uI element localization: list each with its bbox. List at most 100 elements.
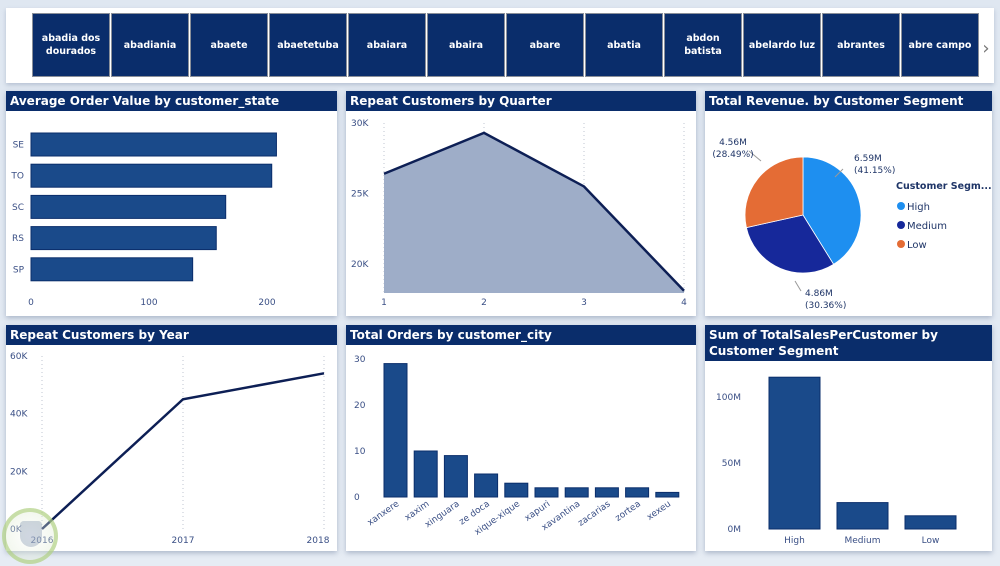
y-tick-label: 0 bbox=[354, 493, 360, 503]
slicer-tile[interactable]: abadiania bbox=[111, 13, 189, 77]
x-tick-label: Medium bbox=[845, 536, 881, 546]
slicer-tile[interactable]: abre campo bbox=[901, 13, 979, 77]
data-label-pct: (30.36%) bbox=[805, 301, 846, 311]
bar bbox=[413, 450, 438, 498]
repeat-by-year-chart: 2016201720180K20K40K60K bbox=[10, 352, 330, 546]
y-tick-label: 30 bbox=[354, 355, 366, 365]
bar bbox=[768, 376, 821, 530]
x-tick-label: 2017 bbox=[172, 536, 195, 546]
bar bbox=[474, 473, 499, 498]
bar bbox=[904, 515, 957, 530]
x-tick-label: zacarias bbox=[576, 499, 612, 529]
bar bbox=[383, 363, 408, 498]
slicer-tile[interactable]: abdon batista bbox=[664, 13, 742, 77]
card-revenue-by-segment: Total Revenue. by Customer Segment 6.59M… bbox=[705, 91, 992, 316]
y-tick-label: 25K bbox=[351, 190, 369, 200]
y-tick-label: 50M bbox=[722, 459, 741, 469]
x-tick-label: 2 bbox=[481, 298, 487, 308]
y-tick-label: 20K bbox=[10, 467, 28, 477]
bar bbox=[30, 194, 227, 219]
pie-slice bbox=[745, 214, 835, 274]
y-tick-label: SC bbox=[12, 203, 24, 213]
slicer-tile[interactable]: abelardo luz bbox=[743, 13, 821, 77]
card-sales-by-segment: Sum of TotalSalesPerCustomer by Customer… bbox=[705, 325, 992, 551]
pie-slice bbox=[744, 156, 804, 229]
data-label-pct: (28.49%) bbox=[712, 150, 753, 160]
slicer-tile[interactable]: abaetetuba bbox=[269, 13, 347, 77]
data-label-pct: (41.15%) bbox=[854, 166, 895, 176]
card-title: Total Orders by customer_city bbox=[346, 325, 696, 345]
bar bbox=[30, 132, 277, 157]
y-tick-label: 40K bbox=[10, 410, 28, 420]
y-tick-label: SP bbox=[13, 265, 25, 275]
x-tick-label: xanxere bbox=[366, 499, 402, 528]
y-tick-label: 20K bbox=[351, 260, 369, 270]
x-tick-label: 0 bbox=[28, 298, 34, 308]
bar bbox=[30, 226, 217, 251]
bar bbox=[836, 502, 889, 530]
bar bbox=[564, 487, 589, 498]
slicer-tile[interactable]: abaiara bbox=[348, 13, 426, 77]
x-tick-label: High bbox=[784, 536, 805, 546]
slicer-tile[interactable]: abaira bbox=[427, 13, 505, 77]
chevron-right-icon[interactable]: › bbox=[982, 38, 990, 59]
sales-by-segment-chart: 0M 50M 100M High Medium Low bbox=[716, 376, 957, 546]
card-orders-by-city: Total Orders by customer_city 0 10 20 30 xan… bbox=[346, 325, 696, 551]
data-label-value: 4.86M bbox=[805, 289, 833, 299]
x-tick-label: zortea bbox=[614, 499, 643, 524]
bar bbox=[504, 482, 529, 498]
x-tick-label: 200 bbox=[258, 298, 275, 308]
slicer-tile[interactable]: abrantes bbox=[822, 13, 900, 77]
bar bbox=[443, 455, 468, 498]
data-label-value: 4.56M bbox=[719, 138, 747, 148]
data-label-value: 6.59M bbox=[854, 154, 882, 164]
legend-marker bbox=[897, 202, 905, 210]
legend-title: Customer Segm... bbox=[896, 181, 992, 192]
x-tick-label: 4 bbox=[681, 298, 687, 308]
y-tick-label: TO bbox=[10, 172, 24, 182]
revenue-by-segment-chart: 6.59M (41.15%) 4.86M (30.36%) 4.56M (28.49%) C… bbox=[712, 138, 992, 311]
y-tick-label: 20 bbox=[354, 401, 366, 411]
y-tick-label: 10 bbox=[354, 447, 366, 457]
card-repeat-by-year: Repeat Customers by Year 2016201720180K2… bbox=[6, 325, 337, 551]
slicer-tiles: abadia dos dourados abadiania abaete abaete… bbox=[32, 13, 980, 77]
series-line bbox=[383, 131, 685, 292]
leader-line bbox=[794, 280, 802, 292]
card-repeat-by-quarter: Repeat Customers by Quarter 1 2 3 4 20K 25K 30… bbox=[346, 91, 696, 316]
bar bbox=[534, 487, 559, 498]
area-fill bbox=[384, 132, 684, 293]
card-title: Total Revenue. by Customer Segment bbox=[705, 91, 992, 111]
x-tick-label: 2018 bbox=[307, 536, 330, 546]
legend-item: High bbox=[907, 202, 930, 213]
slicer-tile[interactable]: abaete bbox=[190, 13, 268, 77]
x-tick-label: xinguara bbox=[423, 499, 461, 530]
x-tick-label: 1 bbox=[381, 298, 387, 308]
legend-marker bbox=[897, 221, 905, 229]
pie-slice bbox=[802, 156, 862, 265]
city-slicer: abadia dos dourados abadiania abaete abaete… bbox=[6, 8, 994, 83]
y-tick-label: 30K bbox=[351, 119, 369, 129]
card-title: Average Order Value by customer_state bbox=[6, 91, 337, 111]
slicer-tile[interactable]: abare bbox=[506, 13, 584, 77]
leader-line bbox=[834, 168, 844, 178]
y-tick-label: 0M bbox=[728, 525, 742, 535]
bar bbox=[655, 491, 680, 498]
bar bbox=[30, 163, 273, 188]
bar bbox=[594, 487, 619, 498]
y-tick-label: 100M bbox=[716, 393, 741, 403]
y-tick-label: SE bbox=[13, 141, 25, 151]
slicer-tile[interactable]: abadia dos dourados bbox=[32, 13, 110, 77]
shield-icon bbox=[20, 521, 42, 547]
x-tick-label: xexeu bbox=[645, 499, 673, 523]
y-tick-label: 60K bbox=[10, 352, 28, 362]
card-title: Sum of TotalSalesPerCustomer by Customer… bbox=[705, 325, 992, 361]
legend-item: Medium bbox=[907, 221, 947, 232]
repeat-by-quarter-chart: 1 2 3 4 20K 25K 30K bbox=[351, 119, 687, 308]
slicer-tile[interactable]: abatia bbox=[585, 13, 663, 77]
legend-item: Low bbox=[907, 240, 927, 251]
avg-order-value-chart: SE TO SC RS SP 0 100 200 bbox=[10, 132, 277, 308]
series-line bbox=[41, 372, 325, 530]
card-title: Repeat Customers by Year bbox=[6, 325, 337, 345]
legend-marker bbox=[897, 240, 905, 248]
